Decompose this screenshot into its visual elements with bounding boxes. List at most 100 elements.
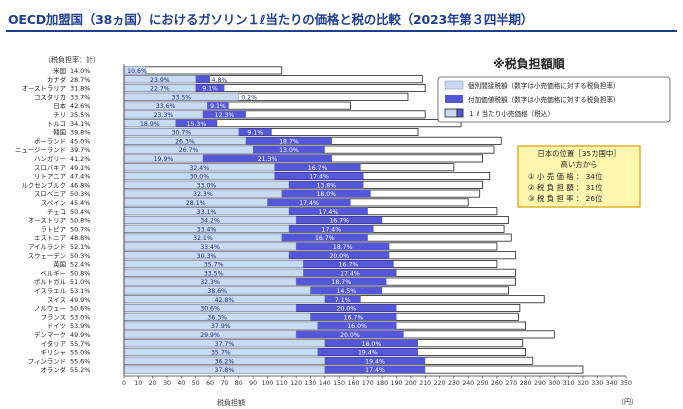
chart-row: ポルトガル 51.0% 32.3% 18.7%	[34, 277, 516, 286]
vat-bar	[296, 242, 390, 250]
vat-bar	[324, 366, 426, 374]
chart-row: エストニア 48.8% 32.1% 16.7%	[34, 233, 512, 242]
vat-bar	[288, 181, 364, 189]
x-axis-unit: （円）	[617, 398, 638, 406]
vat-bar	[303, 269, 397, 277]
total-tax-rate: 52.1%	[70, 243, 90, 251]
vat-bar	[281, 190, 371, 198]
legend-label-retail: １ ℓ 当たり小売価格（税込）	[468, 109, 554, 118]
chart-rows: 米国 14.0% 10.6% カナダ 28.7% 23.9% 4.8% オーストラリア 31.8…	[15, 66, 584, 374]
page-title: OECD加盟国（38ヵ国）におけるガソリン１ℓ当たりの価格と税の比較（2023年…	[8, 12, 534, 27]
vat-rate-label: 0.2%	[241, 94, 257, 101]
vat-bar	[281, 234, 368, 242]
chart-row: 米国 14.0% 10.6%	[53, 66, 283, 75]
x-tick-label: 230	[448, 380, 460, 387]
vat-rate-label: 20.0%	[329, 253, 349, 260]
x-tick-label: 250	[477, 380, 489, 387]
total-tax-rate: 47.4%	[70, 173, 90, 181]
excise-rate-label: 32.3%	[193, 191, 213, 198]
legend: ※税負担額順 個別間接税額（数字は小売価格に対する税負担率） 付加価値税額（数字…	[437, 56, 671, 123]
country-label: コスタリカ	[34, 92, 66, 101]
chart-row: イタリア 55.7% 37.7% 18.0%	[41, 339, 524, 348]
vat-rate-label: 17.4%	[340, 270, 360, 277]
country-label: ベルギー	[40, 269, 66, 277]
total-tax-rate: 55.6%	[70, 357, 90, 365]
excise-rate-label: 32.3%	[200, 279, 220, 286]
excise-rate-label: 30.6%	[200, 306, 220, 313]
total-tax-rate: 45.0%	[70, 137, 90, 145]
chart-row: フランス 53.0% 36.3% 16.7%	[41, 312, 519, 321]
vat-rate-label: 18.0%	[362, 341, 382, 348]
excise-rate-label: 37.9%	[211, 323, 231, 330]
total-tax-rate: 50.3%	[70, 190, 90, 198]
total-tax-rate: 35.5%	[70, 111, 90, 119]
excise-rate-label: 33.5%	[204, 270, 224, 277]
x-tick-label: 10	[134, 380, 142, 387]
country-label: フランス	[41, 313, 66, 321]
total-tax-rate: 33.7%	[70, 93, 90, 101]
x-tick-label: 90	[249, 380, 257, 387]
vat-bar	[195, 84, 225, 92]
total-tax-rate: 34.1%	[70, 120, 90, 128]
total-tax-rate: 50.8%	[70, 269, 90, 277]
vat-rate-label: 18.7%	[279, 138, 299, 145]
excise-rate-label: 33.4%	[200, 244, 220, 251]
chart-row: チリ 35.5% 23.3% 12.3%	[53, 110, 426, 119]
chart-row: オランダ 55.2% 37.8% 17.4%	[40, 365, 584, 374]
excise-rate-label: 37.8%	[215, 367, 235, 374]
total-tax-rate: 50.3%	[70, 252, 90, 260]
vat-bar	[288, 251, 390, 259]
excise-rate-label: 26.7%	[179, 147, 199, 154]
vat-rate-label: 13.8%	[316, 182, 336, 189]
vat-bar	[245, 137, 332, 145]
excise-rate-label: 22.7%	[150, 86, 170, 93]
total-tax-rate: 46.8%	[70, 181, 90, 189]
x-tick-label: 240	[462, 380, 474, 387]
x-tick-label: 0	[122, 380, 126, 387]
total-tax-rate: 50.6%	[70, 305, 90, 313]
total-tax-rate: 50.8%	[70, 217, 90, 225]
excise-rate-label: 18.9%	[140, 121, 160, 128]
x-tick-label: 210	[419, 380, 431, 387]
country-label: オーストラリア	[22, 85, 66, 93]
total-tax-rate: 14.0%	[70, 67, 90, 75]
x-tick-label: 280	[520, 380, 532, 387]
legend-label-excise: 個別間接税額（数字は小売価格に対する税負担率）	[468, 81, 620, 90]
vat-rate-label: 9.1%	[247, 130, 263, 137]
chart-row: スペイン 45.4% 28.1% 17.4%	[41, 198, 469, 207]
excise-rate-label: 34.2%	[200, 218, 220, 225]
total-tax-rate: 49.9%	[70, 331, 90, 339]
x-tick-label: 50	[192, 380, 200, 387]
excise-rate-label: 37.7%	[215, 341, 235, 348]
excise-rate-label: 33.4%	[197, 226, 217, 233]
vat-bar	[267, 198, 351, 206]
vat-rate-label: 9.1%	[202, 86, 218, 93]
country-label: リトアニア	[34, 173, 66, 181]
vat-bar	[324, 295, 361, 303]
country-label: エストニア	[34, 234, 66, 242]
total-tax-rate: 50.7%	[70, 225, 90, 233]
country-label: スロバキア	[34, 164, 66, 172]
chart-row: スイス 49.9% 42.8% 7.1%	[47, 295, 545, 304]
total-tax-rate: 39.7%	[70, 146, 90, 154]
vat-rate-label: 17.4%	[365, 367, 385, 374]
chart-row: 韓国 39.8% 30.7% 9.1%	[53, 128, 419, 137]
total-tax-rate: 50.4%	[70, 208, 90, 216]
x-tick-label: 110	[276, 380, 288, 387]
x-tick-label: 310	[563, 380, 575, 387]
x-tick-label: 30	[163, 380, 171, 387]
vat-rate-label: 16.0%	[347, 323, 367, 330]
x-tick-label: 300	[548, 380, 560, 387]
country-label: スペイン	[41, 199, 66, 207]
x-tick-label: 120	[290, 380, 302, 387]
country-label: デンマーク	[34, 330, 66, 339]
legend-swatch-retail-excise	[444, 108, 458, 118]
x-tick-label: 270	[505, 380, 517, 387]
legend-label-vat: 付加価値税額（数字は小売価格に対する税負担率）	[468, 95, 620, 104]
x-tick-label: 290	[534, 380, 546, 387]
chart-row: ラトビア 50.7% 33.4% 17.4%	[40, 224, 505, 233]
vat-rate-label: 18.7%	[333, 244, 353, 251]
x-tick-label: 190	[391, 380, 403, 387]
chart-row: トルコ 34.1% 18.9% 15.3%	[47, 119, 462, 128]
